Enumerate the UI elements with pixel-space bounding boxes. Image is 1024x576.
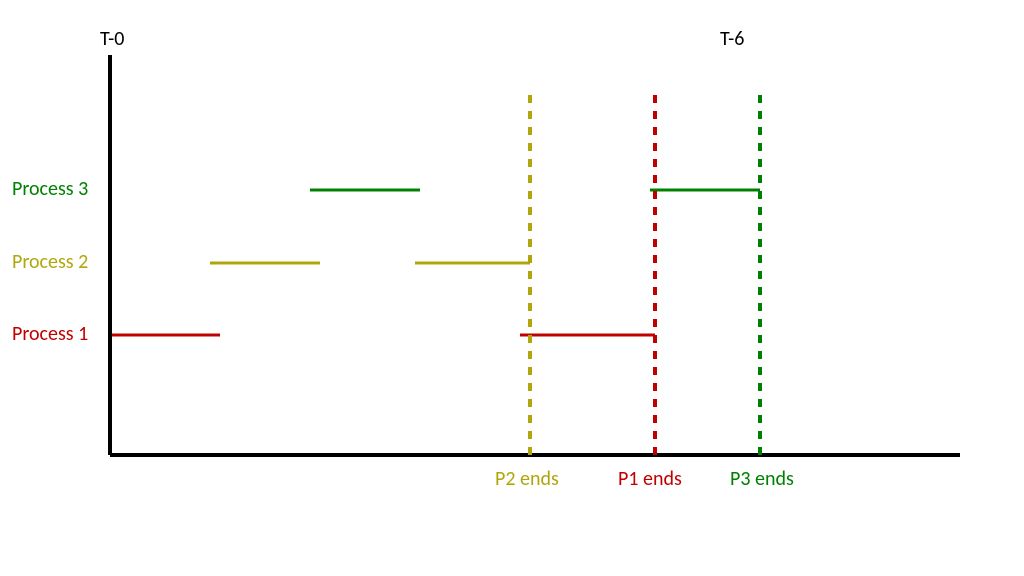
axis-label-t6: T-6 [720,27,744,51]
scheduling-diagram: T-0 T-6 Process 3 Process 2 Process 1 P2 e… [0,0,1024,576]
end-marker-label-p1end: P1 ends [618,467,682,491]
axis-label-t0: T-0 [100,27,124,51]
process-label-p3: Process 3 [12,177,88,201]
process-rows: Process 3 Process 2 Process 1 [12,177,760,346]
end-marker-label-p2end: P2 ends [495,467,559,491]
process-label-p1: Process 1 [12,322,88,346]
end-markers: P2 ends P1 ends P3 ends [495,95,794,491]
end-marker-label-p3end: P3 ends [730,467,794,491]
process-label-p2: Process 2 [12,250,88,274]
